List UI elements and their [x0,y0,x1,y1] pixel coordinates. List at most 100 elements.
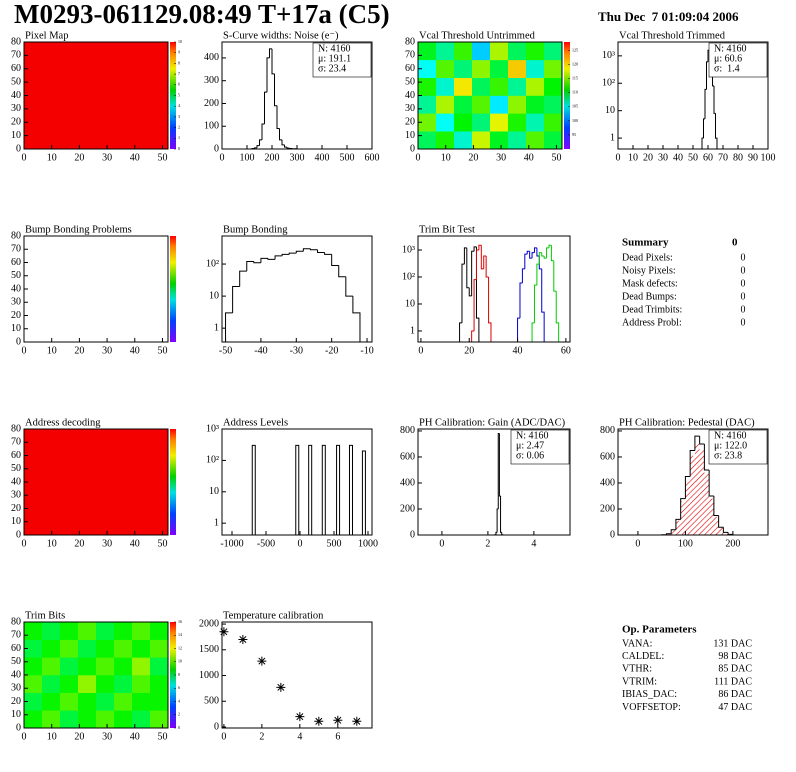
hatched-bin [666,533,672,535]
x-tick-label: 30 [102,538,112,549]
histogram-bin [471,330,475,342]
stats-box [312,42,372,78]
y-tick-label: 10 [209,290,219,301]
y-tick-label: 400 [600,477,615,488]
x-tick-label: 0 [616,152,621,163]
y-tick-label: 20 [11,310,21,321]
heat-cell [454,95,473,114]
panel-title: Vcal Threshold Untrimmed [419,30,536,41]
heat-cell [132,692,151,711]
x-tick-label: 80 [733,152,743,163]
x-tick-label: 20 [74,345,84,356]
x-tick-label: 0 [221,731,226,742]
z-tick-label: 0 [178,146,180,151]
y-tick-label: 50 [405,76,415,87]
parameter-value: 131 DAC [713,638,752,649]
x-tick-label: 100 [240,152,255,163]
z-tick-label: 120 [572,61,578,66]
y-tick-label: 70 [405,50,415,61]
x-tick-label: 40 [130,538,140,549]
heat-cell [24,639,43,658]
heat-cell [78,692,97,711]
marker [333,715,343,725]
heat-cell [78,639,97,658]
color-bar [170,622,176,728]
z-tick-label: 4 [178,103,180,108]
histogram-bin [295,250,304,254]
heat-cell [544,131,563,150]
histogram-bin [553,260,557,292]
x-tick-label: 50 [551,152,561,163]
heat-cell [508,77,527,96]
histogram-bin [713,495,719,516]
heat-cell [78,622,97,640]
y-tick-label: 10² [206,455,219,466]
color-bar [170,429,176,535]
stats-box [708,429,768,465]
histogram-bin [541,268,545,342]
y-tick-label: 10 [11,516,21,527]
x-tick-label: 10 [47,538,57,549]
x-tick-label: 30 [102,731,112,742]
histogram-bin [684,475,691,499]
heat-cell [436,113,455,132]
heat-cell [508,59,527,78]
y-tick-label: 0 [610,529,615,540]
stats-line: μ: 191.1 [318,53,351,64]
x-tick-label: 40 [524,152,534,163]
histogram-bin [500,495,502,533]
heat-cell [454,131,473,150]
x-tick-label: 30 [102,152,112,163]
heat-cell [508,42,527,61]
stats-line: μ: 122.0 [714,440,747,451]
x-tick-label: 60 [703,152,713,163]
y-tick-label: 80 [405,36,415,47]
histogram-bin [352,296,361,342]
heat-cell [472,42,491,61]
summary-title: Summary [622,237,669,249]
histogram-bin [541,252,545,257]
heat-cell [42,657,61,676]
heat-cell [114,639,133,658]
y-tick-label: 2000 [199,618,219,629]
x-tick-label: 40 [130,345,140,356]
heat-cell [508,113,527,132]
heat-cell [96,639,115,658]
histogram-bin [548,244,552,248]
y-tick-label: 60 [11,63,21,74]
y-tick-label: 20 [11,696,21,707]
heat-cell [24,692,43,711]
frame [417,428,571,536]
y-tick-label: 800 [600,425,615,436]
heat-cell [60,622,79,640]
histogram-bin [459,322,462,342]
histogram-bin [276,105,280,130]
parameter-value: 85 DAC [718,664,752,675]
x-tick-label: 60 [561,345,571,356]
heat-cell [24,657,43,676]
z-tick-label: 2 [178,712,180,717]
y-tick-label: 10 [405,298,415,309]
parameter-label: VANA: [622,638,652,649]
y-tick-label: 70 [11,50,21,61]
stats-line: σ: 0.06 [516,450,544,461]
histogram-bin [531,322,535,342]
histogram-bin [665,533,672,535]
x-tick-label: -40 [254,345,267,356]
histogram-bin [478,244,482,250]
x-tick-label: -500 [257,538,275,549]
x-tick-label: 20 [468,152,478,163]
heat-cell [436,95,455,114]
histogram-bin [246,261,254,272]
histogram-bin [471,250,475,296]
x-tick-label: 70 [718,152,728,163]
hatched-bin [694,443,700,535]
histogram-bin [708,469,714,497]
histogram-bin [259,139,262,146]
panel: Trim Bit Test 0 20 40 60 1 10 10² 10³ [402,224,571,356]
y-tick-label: 400 [400,477,415,488]
histogram-bin [703,443,710,471]
hatched-bin [709,498,714,535]
panel-title: Bump Bonding Problems [25,224,132,235]
